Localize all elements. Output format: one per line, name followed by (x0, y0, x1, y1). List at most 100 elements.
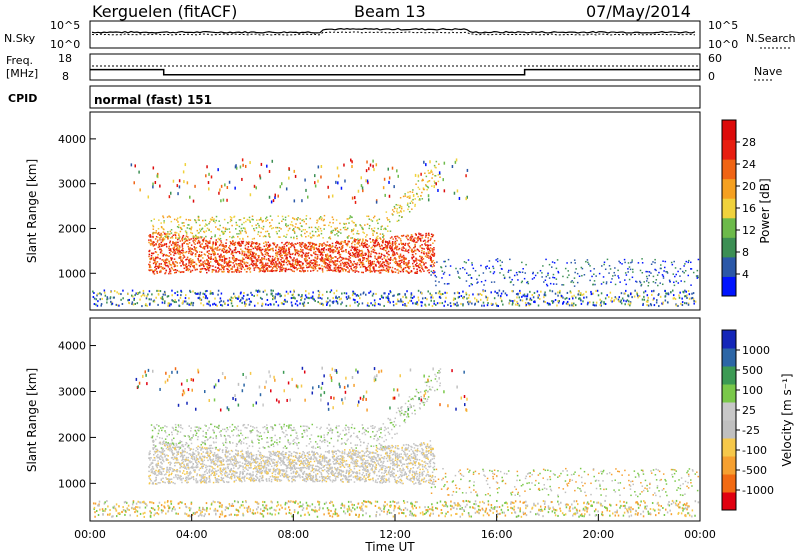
heatmap-cell (381, 258, 384, 261)
heatmap-cell (544, 294, 547, 297)
heatmap-cell (653, 289, 655, 292)
heatmap-cell (224, 508, 227, 511)
heatmap-cell (326, 241, 329, 243)
heatmap-cell (320, 232, 323, 235)
heatmap-cell (367, 256, 370, 259)
heatmap-cell (136, 302, 139, 305)
heatmap-cell (557, 300, 559, 303)
heatmap-cell (228, 251, 230, 253)
heatmap-cell (335, 260, 337, 262)
heatmap-cell (284, 268, 287, 270)
heatmap-cell (641, 298, 644, 301)
heatmap-cell (277, 263, 279, 265)
heatmap-cell (432, 254, 435, 256)
heatmap-cell (338, 264, 340, 267)
heatmap-cell (341, 245, 343, 248)
heatmap-cell (199, 230, 202, 232)
heatmap-cell (364, 265, 366, 268)
heatmap-cell (194, 253, 197, 256)
heatmap-cell (180, 260, 183, 263)
heatmap-cell (556, 304, 558, 307)
heatmap-cell (508, 299, 511, 302)
heatmap-cell (301, 254, 303, 257)
heatmap-cell (190, 253, 192, 255)
heatmap-cell (508, 276, 511, 279)
heatmap-cell (277, 236, 280, 238)
heatmap-cell (348, 253, 351, 256)
heatmap-cell (199, 224, 201, 226)
heatmap-cell (228, 261, 231, 263)
heatmap-cell (331, 260, 334, 262)
heatmap-cell (344, 226, 347, 228)
heatmap-cell (364, 245, 367, 247)
heatmap-cell (139, 512, 142, 515)
heatmap-cell (484, 289, 487, 292)
heatmap-cell (277, 251, 279, 253)
heatmap-cell (371, 270, 373, 273)
heatmap-cell (157, 232, 160, 235)
heatmap-cell (303, 245, 305, 248)
heatmap-cell (176, 262, 179, 264)
heatmap-cell (255, 265, 257, 267)
heatmap-cell (340, 264, 342, 267)
heatmap-cell (427, 172, 430, 174)
heatmap-cell (388, 218, 390, 221)
heatmap-cell (301, 302, 304, 305)
heatmap-cell (202, 240, 205, 242)
heatmap-cell (326, 507, 329, 510)
heatmap-cell (268, 232, 270, 235)
heatmap-cell (384, 265, 386, 267)
heatmap-cell (571, 295, 573, 298)
heatmap-cell (308, 265, 310, 267)
heatmap-cell (296, 235, 298, 238)
heatmap-cell (193, 246, 196, 248)
heatmap-cell (237, 235, 239, 238)
heatmap-cell (245, 220, 247, 223)
heatmap-cell (408, 265, 411, 268)
heatmap-cell (331, 249, 334, 252)
heatmap-cell (418, 266, 421, 269)
heatmap-cell (170, 272, 172, 275)
heatmap-cell (172, 262, 174, 265)
heatmap-cell (242, 294, 245, 297)
heatmap-cell (281, 506, 283, 509)
heatmap-cell (295, 223, 297, 225)
heatmap-cell (493, 507, 496, 510)
heatmap-cell (635, 501, 637, 504)
heatmap-cell (281, 254, 283, 257)
cpid-label: CPID (8, 92, 37, 105)
heatmap-cell (350, 265, 352, 268)
heatmap-cell (256, 249, 258, 251)
heatmap-cell (316, 258, 318, 260)
heatmap-cell (422, 252, 425, 255)
heatmap-cell (266, 264, 269, 267)
heatmap-cell (380, 265, 382, 268)
heatmap-cell (209, 246, 211, 248)
heatmap-cell (642, 302, 644, 305)
heatmap-cell (199, 254, 201, 257)
heatmap-cell (380, 255, 382, 258)
heatmap-cell (391, 166, 394, 170)
heatmap-cell (120, 293, 122, 296)
heatmap-cell (368, 218, 371, 220)
heatmap-cell (168, 252, 171, 254)
heatmap-cell (173, 242, 176, 244)
heatmap-cell (566, 276, 569, 279)
heatmap-cell (249, 257, 252, 259)
heatmap-cell (265, 258, 268, 261)
heatmap-cell (399, 259, 401, 262)
heatmap-cell (422, 268, 424, 271)
heatmap-cell (419, 239, 422, 242)
heatmap-cell (650, 263, 653, 265)
heatmap-cell (537, 304, 540, 307)
heatmap-cell (641, 272, 644, 274)
heatmap-cell (422, 234, 424, 237)
heatmap-cell (220, 299, 222, 302)
heatmap-cell (551, 300, 553, 303)
heatmap-cell (534, 274, 537, 277)
heatmap-cell (436, 261, 438, 263)
heatmap-cell (161, 267, 164, 270)
heatmap-cell (218, 229, 221, 231)
heatmap-cell (93, 297, 96, 300)
noise-left-tick-bottom: 10^0 (50, 38, 80, 51)
